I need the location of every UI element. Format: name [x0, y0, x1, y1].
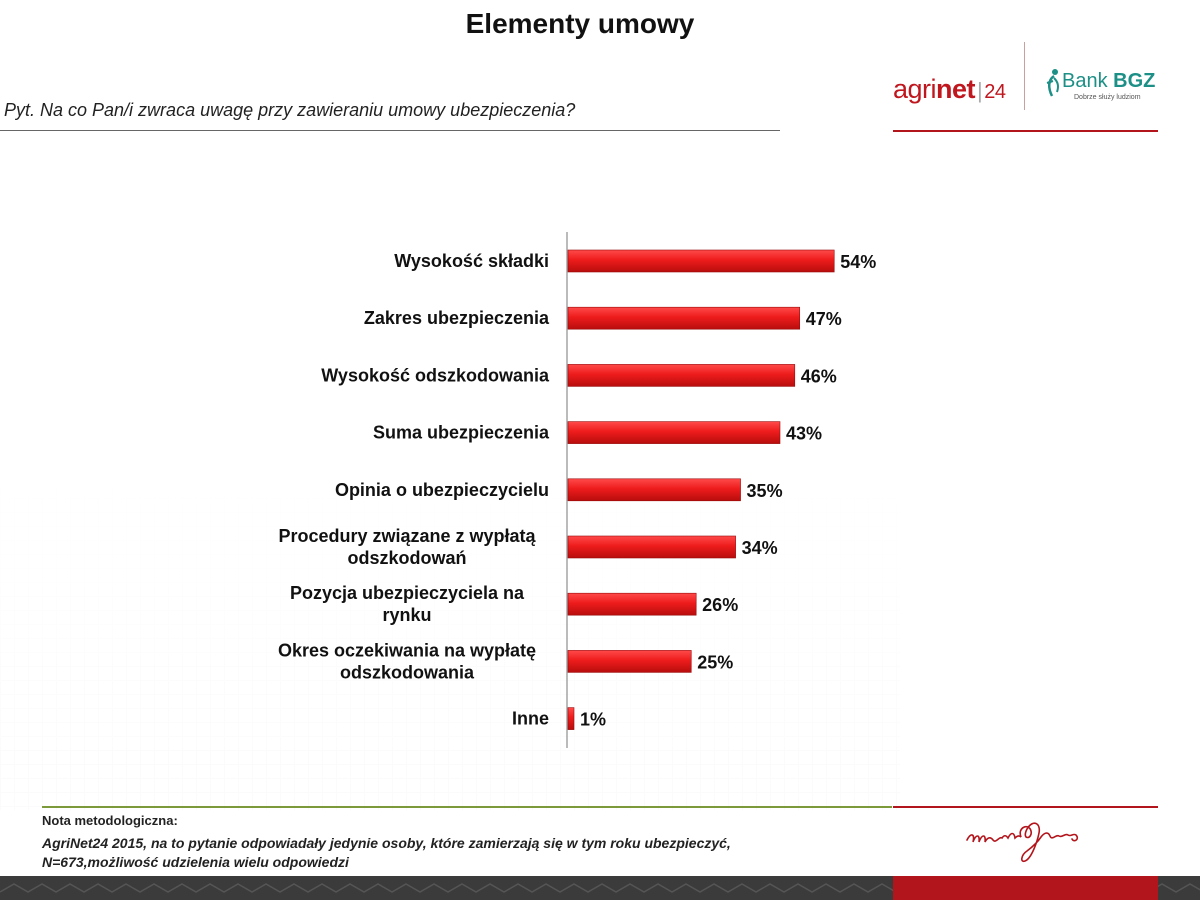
data-label: 26% [702, 595, 738, 615]
methodology-note-title: Nota metodologiczna: [42, 813, 178, 828]
category-label: Pozycja ubezpieczyciela na [290, 583, 525, 603]
footer-divider-accent [893, 806, 1158, 808]
bar [567, 535, 736, 559]
martin-jacob-signature-logo [966, 822, 1079, 863]
footer-divider [42, 806, 892, 808]
data-label: 34% [742, 538, 778, 558]
data-label: 46% [801, 366, 837, 386]
logo-divider-rule [893, 130, 1158, 132]
agrinet24-logo: agrinet| 24 [893, 74, 1006, 104]
category-label: Suma ubezpieczenia [373, 423, 550, 443]
methodology-note-text: AgriNet24 2015, na to pytanie odpowiadał… [42, 835, 731, 870]
question-divider [0, 130, 780, 131]
data-label: 47% [806, 309, 842, 329]
survey-question: Pyt. Na co Pan/i zwraca uwagę przy zawie… [4, 100, 576, 120]
category-label: Inne [512, 709, 549, 729]
bar [567, 592, 697, 616]
bank-bgz-figure-icon [1046, 69, 1059, 97]
category-label: Opinia o ubezpieczycielu [335, 480, 549, 500]
logo-divider [1024, 42, 1025, 110]
data-label: 25% [697, 652, 733, 672]
bank-bgz-logo: Bank BGZ Dobrze służy ludziom [1044, 69, 1164, 112]
data-label: 1% [580, 710, 606, 730]
data-label: 35% [747, 481, 783, 501]
page-title: Elementy umowy [465, 8, 695, 39]
bar [567, 249, 835, 273]
bar [567, 364, 796, 387]
data-label: 54% [840, 252, 876, 272]
category-label: odszkodowania [340, 662, 475, 682]
category-label: Wysokość odszkodowania [321, 365, 550, 385]
bar [567, 478, 741, 502]
bar [567, 707, 575, 730]
category-label: Wysokość składki [394, 251, 549, 271]
bar [567, 306, 801, 330]
category-label: Procedury związane z wypłatą [278, 526, 536, 546]
category-label: Zakres ubezpieczenia [364, 308, 550, 328]
bar [567, 421, 781, 444]
category-label: odszkodowań [347, 548, 466, 568]
category-label: Okres oczekiwania na wypłatę [278, 640, 536, 660]
bar [567, 650, 692, 673]
data-label: 43% [786, 424, 822, 444]
bottom-bar-accent [893, 876, 1158, 900]
category-label: rynku [382, 605, 431, 625]
